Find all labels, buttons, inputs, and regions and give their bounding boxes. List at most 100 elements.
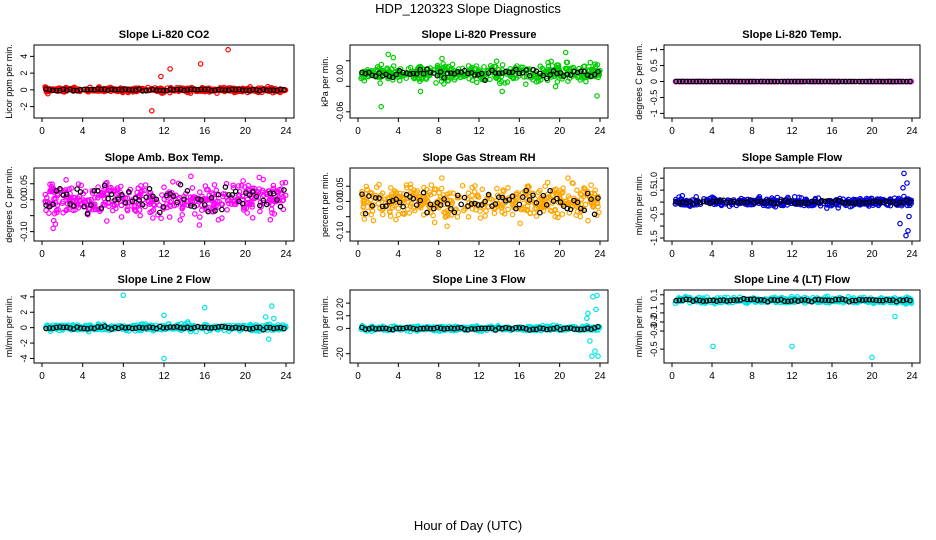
- panel-title: Slope Li-820 Temp.: [742, 29, 841, 41]
- y-axis-label: kPa per min.: [320, 56, 330, 107]
- panel-title: Slope Li-820 CO2: [119, 29, 209, 41]
- data-point: [417, 205, 424, 211]
- data-point: [268, 195, 275, 202]
- reference-point: [852, 78, 859, 85]
- panel-title: Slope Line 3 Flow: [433, 274, 526, 286]
- data-point: [267, 216, 274, 223]
- reference-point: [139, 202, 146, 208]
- reference-point: [822, 297, 829, 304]
- y-tick-label: 2: [19, 310, 29, 315]
- data-point: [559, 189, 566, 196]
- data-point: [482, 213, 488, 219]
- reference-point: [60, 324, 67, 331]
- reference-point: [115, 196, 122, 203]
- data-point: [389, 204, 396, 211]
- data-point: [405, 199, 411, 206]
- figure-x-axis-label: Hour of Day (UTC): [413, 518, 523, 533]
- y-axis-label: ml/min per min.: [634, 174, 644, 236]
- reference-point: [122, 325, 129, 331]
- x-tick-label: 12: [473, 249, 485, 260]
- reference-point: [468, 201, 475, 207]
- reference-point: [482, 325, 488, 332]
- reference-point: [866, 199, 873, 205]
- data-point: [70, 197, 77, 204]
- y-tick-label: -2: [19, 103, 29, 111]
- outlier-point: [587, 338, 593, 344]
- reference-point: [205, 208, 211, 215]
- reference-point: [226, 324, 232, 331]
- data-point: [179, 212, 186, 218]
- reference-point: [513, 66, 519, 73]
- reference-point: [372, 73, 379, 79]
- data-point: [364, 186, 371, 193]
- data-point: [539, 65, 546, 72]
- reference-point: [502, 198, 509, 204]
- reference-point: [550, 325, 557, 332]
- reference-point: [212, 87, 218, 94]
- data-point: [370, 217, 377, 224]
- reference-point: [903, 78, 910, 85]
- reference-point: [740, 78, 747, 85]
- reference-point: [686, 78, 693, 85]
- data-point: [278, 186, 285, 192]
- reference-point: [170, 324, 177, 331]
- data-point: [224, 207, 230, 213]
- data-point: [50, 225, 56, 232]
- reference-point: [673, 78, 679, 85]
- reference-point: [543, 75, 550, 82]
- data-point: [823, 205, 830, 211]
- reference-point: [693, 78, 700, 85]
- reference-point: [781, 78, 788, 85]
- x-tick-label: 24: [594, 371, 606, 382]
- data-point: [56, 327, 63, 334]
- data-point: [481, 64, 487, 70]
- reference-point: [119, 192, 125, 198]
- point-layer: [42, 292, 289, 362]
- data-point: [552, 206, 559, 213]
- reference-point: [413, 71, 420, 77]
- data-point: [454, 214, 461, 220]
- data-point: [444, 223, 450, 230]
- reference-point: [883, 78, 890, 85]
- data-point: [450, 190, 457, 197]
- x-tick-label: 12: [158, 249, 170, 260]
- data-point: [592, 61, 598, 67]
- reference-point: [683, 78, 690, 85]
- reference-point: [578, 326, 584, 333]
- y-tick-label: 0.5: [649, 184, 659, 197]
- reference-point: [263, 87, 270, 94]
- reference-point: [219, 206, 225, 213]
- data-point: [387, 209, 393, 216]
- reference-point: [424, 325, 430, 331]
- x-tick-label: 4: [709, 249, 715, 260]
- data-point: [496, 80, 503, 87]
- reference-point: [177, 181, 184, 188]
- x-tick-label: 20: [240, 126, 252, 137]
- reference-point: [246, 326, 253, 332]
- data-point: [259, 187, 266, 194]
- data-point: [565, 193, 572, 200]
- reference-point: [495, 194, 502, 201]
- data-point: [493, 58, 500, 65]
- data-point: [50, 217, 57, 224]
- reference-point: [757, 199, 764, 205]
- reference-point: [492, 201, 499, 207]
- data-point: [578, 196, 585, 202]
- x-tick-label: 20: [866, 371, 878, 382]
- reference-point: [112, 87, 118, 93]
- reference-point: [499, 325, 506, 332]
- reference-point: [886, 199, 893, 206]
- reference-point: [683, 296, 690, 303]
- data-point: [428, 182, 435, 188]
- y-axis-label: ml/min per min.: [320, 296, 330, 358]
- y-tick-label: 20: [335, 298, 345, 308]
- reference-point: [53, 324, 60, 331]
- reference-point: [478, 202, 485, 208]
- reference-point: [88, 86, 94, 93]
- x-tick-label: 4: [80, 371, 86, 382]
- data-point: [228, 201, 235, 208]
- reference-point: [713, 298, 720, 304]
- reference-point: [222, 184, 229, 190]
- data-point: [908, 200, 915, 207]
- data-point: [545, 66, 552, 73]
